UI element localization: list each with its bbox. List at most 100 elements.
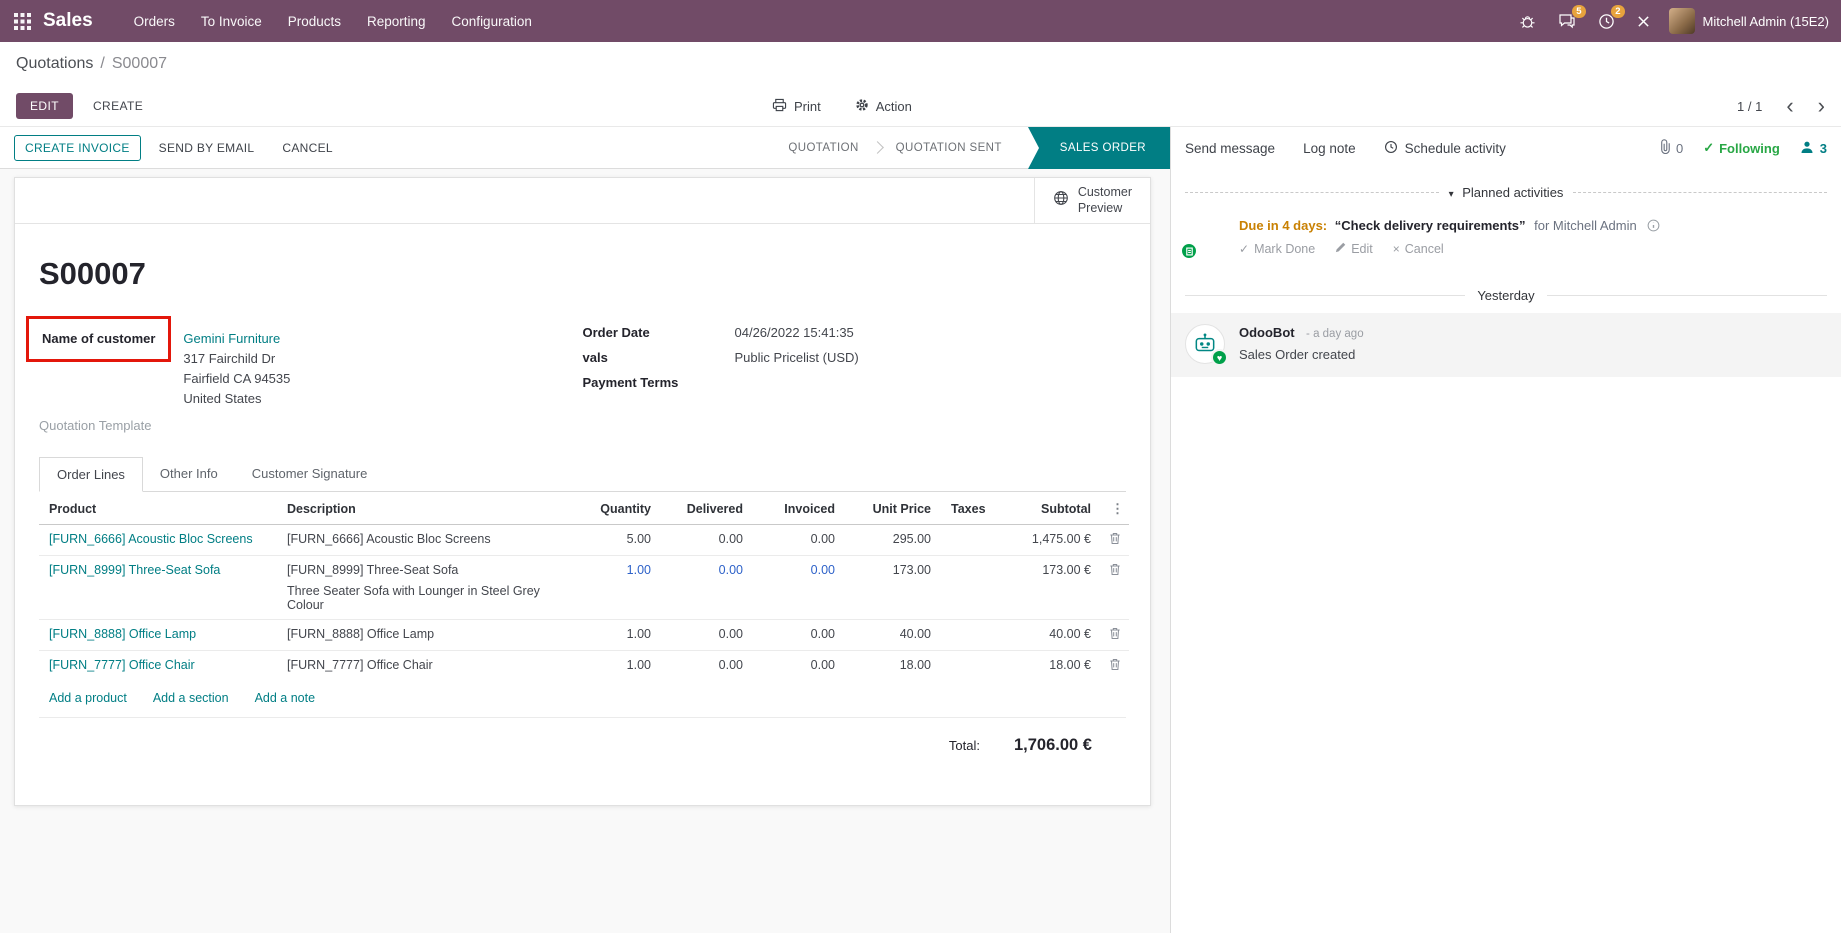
col-quantity: Quantity	[569, 492, 661, 525]
add-product-link[interactable]: Add a product	[49, 691, 127, 705]
preview-label-line2: Preview	[1078, 201, 1122, 215]
pager-next-icon[interactable]: ›	[1818, 97, 1825, 115]
total-label: Total:	[949, 738, 980, 753]
menu-to-invoice[interactable]: To Invoice	[188, 0, 275, 42]
menu-orders[interactable]: Orders	[121, 0, 188, 42]
pricelist-value: Public Pricelist (USD)	[735, 350, 859, 365]
user-name: Mitchell Admin (15E2)	[1703, 14, 1829, 29]
edit-button[interactable]: EDIT	[16, 93, 73, 119]
form-sheet: Customer Preview S00007 Name of customer	[14, 177, 1151, 806]
col-invoiced: Invoiced	[753, 492, 845, 525]
follower-count: 3	[1820, 141, 1827, 156]
status-sales-order[interactable]: SALES ORDER	[1028, 127, 1170, 169]
payment-terms-label: Payment Terms	[583, 375, 735, 390]
print-button[interactable]: Print	[772, 98, 821, 115]
attachments-button[interactable]: 0	[1659, 139, 1683, 157]
cancel-order-button[interactable]: CANCEL	[272, 136, 342, 160]
product-link[interactable]: [FURN_6666] Acoustic Bloc Screens	[49, 532, 253, 546]
check-icon: ✓	[1239, 242, 1249, 256]
delete-line-icon[interactable]	[1101, 619, 1129, 650]
followers-button[interactable]: 3	[1800, 140, 1827, 157]
status-quotation[interactable]: QUOTATION	[772, 127, 874, 169]
create-invoice-button[interactable]: CREATE INVOICE	[14, 135, 141, 161]
chatter-message: ♥ OdooBot - a day ago Sales Order create…	[1171, 313, 1841, 377]
log-note-button[interactable]: Log note	[1303, 141, 1356, 156]
delete-line-icon[interactable]	[1101, 524, 1129, 555]
info-icon[interactable]	[1647, 218, 1660, 233]
schedule-activity-button[interactable]: Schedule activity	[1384, 140, 1506, 157]
product-link[interactable]: [FURN_7777] Office Chair	[49, 658, 195, 672]
tab-order-lines[interactable]: Order Lines	[39, 457, 143, 492]
annotation-box: Name of customer	[26, 316, 171, 362]
customer-field-label: Name of customer	[42, 331, 155, 346]
close-icon: ×	[1393, 242, 1400, 256]
clock-icon	[1384, 140, 1398, 157]
message-author[interactable]: OdooBot	[1239, 325, 1295, 340]
following-button[interactable]: ✓ Following	[1703, 140, 1780, 156]
activity-summary: “Check delivery requirements”	[1335, 218, 1526, 233]
notebook-tabs: Order Lines Other Info Customer Signatur…	[39, 457, 1126, 492]
chatter-toolbar: Send message Log note Schedule activity	[1171, 127, 1841, 169]
apps-grid-icon[interactable]	[14, 13, 31, 30]
status-pipeline: QUOTATION QUOTATION SENT SALES ORDER	[772, 127, 1170, 169]
pager: 1 / 1 ‹ ›	[1737, 97, 1825, 115]
table-row[interactable]: [FURN_7777] Office Chair [FURN_7777] Off…	[39, 650, 1129, 681]
day-separator-label: Yesterday	[1477, 288, 1534, 303]
tab-other-info[interactable]: Other Info	[143, 457, 235, 492]
delete-line-icon[interactable]	[1101, 555, 1129, 619]
sheet-header: Customer Preview	[15, 178, 1150, 224]
globe-icon	[1053, 190, 1069, 211]
product-link[interactable]: [FURN_8999] Three-Seat Sofa	[49, 563, 220, 577]
pager-previous-icon[interactable]: ‹	[1786, 97, 1793, 115]
breadcrumb-quotations[interactable]: Quotations	[16, 55, 93, 73]
mark-done-button[interactable]: ✓ Mark Done	[1239, 242, 1315, 256]
menu-products[interactable]: Products	[275, 0, 354, 42]
breadcrumb: Quotations / S00007	[0, 42, 1841, 86]
gear-icon	[855, 98, 869, 115]
table-row[interactable]: [FURN_8999] Three-Seat Sofa [FURN_8999] …	[39, 555, 1129, 619]
cancel-activity-button[interactable]: × Cancel	[1393, 242, 1444, 256]
edit-activity-button[interactable]: Edit	[1335, 242, 1373, 256]
quotation-template-label: Quotation Template	[39, 418, 1126, 433]
messages-icon[interactable]: 5	[1547, 0, 1587, 42]
close-icon[interactable]	[1626, 0, 1661, 42]
order-date-value: 04/26/2022 15:41:35	[735, 325, 854, 340]
odoobot-avatar: ♥	[1185, 324, 1225, 364]
optional-columns-icon[interactable]: ⋮	[1111, 501, 1119, 517]
col-product: Product	[39, 492, 277, 525]
heart-badge-icon: ♥	[1211, 349, 1228, 366]
user-menu[interactable]: Mitchell Admin (15E2)	[1669, 8, 1829, 34]
product-link[interactable]: [FURN_8888] Office Lamp	[49, 627, 196, 641]
table-row[interactable]: [FURN_6666] Acoustic Bloc Screens [FURN_…	[39, 524, 1129, 555]
send-message-button[interactable]: Send message	[1185, 141, 1275, 156]
menu-configuration[interactable]: Configuration	[439, 0, 545, 42]
table-row[interactable]: [FURN_8888] Office Lamp [FURN_8888] Offi…	[39, 619, 1129, 650]
add-section-link[interactable]: Add a section	[153, 691, 229, 705]
planned-activities-header[interactable]: ▾ Planned activities	[1171, 169, 1841, 206]
activity-assignee: for Mitchell Admin	[1534, 218, 1637, 233]
tab-customer-signature[interactable]: Customer Signature	[235, 457, 385, 492]
check-icon: ✓	[1703, 140, 1714, 156]
statusbar: CREATE INVOICE SEND BY EMAIL CANCEL QUOT…	[0, 127, 1170, 169]
status-quotation-sent[interactable]: QUOTATION SENT	[880, 127, 1018, 169]
menu-reporting[interactable]: Reporting	[354, 0, 439, 42]
activities-clock-icon[interactable]: 2	[1587, 0, 1626, 42]
top-navbar: Sales Orders To Invoice Products Reporti…	[0, 0, 1841, 42]
create-button[interactable]: CREATE	[81, 93, 155, 119]
customer-name-link[interactable]: Gemini Furniture	[183, 331, 280, 346]
action-button[interactable]: Action	[855, 98, 912, 115]
customer-preview-toggle[interactable]: Customer Preview	[1034, 178, 1150, 223]
delete-line-icon[interactable]	[1101, 650, 1129, 681]
add-note-link[interactable]: Add a note	[255, 691, 315, 705]
planned-activities-label: Planned activities	[1462, 185, 1563, 200]
line-add-links: Add a product Add a section Add a note	[39, 681, 1126, 718]
debug-bug-icon[interactable]	[1508, 0, 1547, 42]
send-by-email-button[interactable]: SEND BY EMAIL	[149, 136, 265, 160]
preview-label-line1: Customer	[1078, 185, 1132, 199]
breadcrumb-current: S00007	[112, 55, 167, 73]
pricelist-label: vals	[583, 350, 735, 365]
app-name[interactable]: Sales	[43, 10, 93, 32]
chatter-panel: Send message Log note Schedule activity	[1170, 127, 1841, 933]
paperclip-icon	[1659, 139, 1671, 157]
page-title: S00007	[39, 256, 1126, 292]
